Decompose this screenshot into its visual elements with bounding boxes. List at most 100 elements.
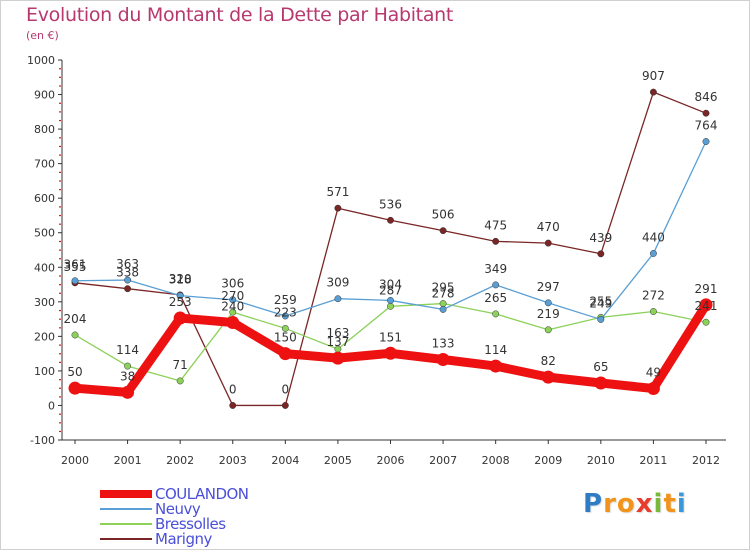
- data-label-bressolles: 287: [379, 283, 402, 297]
- series-point-marigny: [439, 227, 447, 235]
- data-label-neuvy: 440: [642, 230, 665, 244]
- data-label-bressolles: 295: [432, 281, 455, 295]
- y-tick-label: 500: [34, 227, 55, 240]
- legend-label: COULANDON: [155, 485, 249, 503]
- y-minor-tick: [59, 137, 61, 139]
- y-tick-label: -100: [30, 434, 55, 447]
- series-point-bressolles: [229, 308, 237, 316]
- data-label-bressolles: 219: [537, 307, 560, 321]
- series-point-bressolles: [124, 362, 132, 370]
- series-point-neuvy: [649, 250, 657, 257]
- legend-swatch: [100, 523, 152, 525]
- data-label-coulandon: 150: [274, 331, 297, 345]
- data-label-marigny: 439: [589, 231, 612, 245]
- series-point-coulandon: [646, 382, 660, 396]
- y-minor-tick: [59, 275, 61, 277]
- series-point-coulandon: [278, 347, 292, 361]
- x-tick-label: 2004: [271, 454, 299, 467]
- y-minor-tick: [59, 413, 61, 415]
- series-point-coulandon: [594, 376, 608, 390]
- series-point-coulandon: [384, 346, 397, 360]
- data-label-neuvy: 304: [379, 277, 402, 291]
- y-minor-tick: [59, 76, 61, 78]
- series-point-neuvy: [492, 281, 500, 289]
- y-minor-tick: [59, 119, 61, 122]
- y-minor-tick: [59, 180, 61, 182]
- series-point-marigny: [334, 204, 342, 212]
- y-tick-label: 200: [34, 330, 55, 343]
- y-tick-label: 0: [48, 399, 55, 412]
- series-point-marigny: [229, 402, 237, 409]
- x-tick-label: 2012: [692, 454, 720, 467]
- series-point-bressolles: [281, 324, 289, 332]
- series-point-coulandon: [68, 381, 82, 395]
- data-label-coulandon: 114: [484, 343, 507, 357]
- data-label-bressolles: 241: [695, 299, 718, 313]
- series-point-neuvy: [597, 315, 605, 323]
- chart-series: [68, 88, 713, 409]
- data-label-neuvy: 306: [221, 277, 244, 291]
- series-point-bressolles: [176, 377, 184, 385]
- chart-data-labels: 50 38 253 240 150 137 151 133 114 82 65 49 291 361 363…: [64, 69, 718, 396]
- series-point-coulandon: [226, 316, 240, 330]
- chart-axes: -100010020030040050060070080090010002000…: [27, 54, 726, 467]
- data-label-coulandon: 151: [379, 330, 402, 344]
- logo-letter: x: [635, 489, 654, 519]
- series-point-neuvy: [544, 299, 552, 307]
- y-minor-tick: [59, 111, 61, 113]
- data-label-bressolles: 204: [64, 312, 87, 326]
- data-label-marigny: 355: [64, 260, 87, 274]
- data-label-marigny: 846: [695, 90, 718, 104]
- data-label-neuvy: 361: [64, 258, 87, 272]
- y-minor-tick: [59, 430, 61, 433]
- series-point-coulandon: [173, 311, 187, 325]
- data-label-marigny: 0: [229, 382, 237, 396]
- x-tick-label: 2008: [482, 454, 510, 467]
- x-tick-label: 2003: [219, 454, 247, 467]
- data-label-bressolles: 270: [221, 289, 244, 303]
- data-label-marigny: 0: [282, 382, 290, 396]
- data-label-coulandon: 240: [221, 300, 244, 314]
- series-point-neuvy: [334, 295, 342, 303]
- logo-letter: i: [676, 489, 687, 519]
- y-minor-tick: [59, 240, 61, 243]
- y-minor-tick: [59, 214, 61, 217]
- y-minor-tick: [59, 327, 61, 329]
- series-point-bressolles: [702, 318, 710, 326]
- chart-title: Evolution du Montant de la Dette par Hab…: [26, 4, 454, 26]
- y-minor-tick: [59, 154, 61, 156]
- data-label-coulandon: 253: [169, 295, 192, 309]
- y-tick-label: 100: [34, 365, 55, 378]
- series-point-coulandon: [436, 353, 450, 367]
- y-minor-tick: [59, 249, 61, 251]
- series-point-bressolles: [544, 326, 552, 334]
- data-label-bressolles: 71: [173, 358, 188, 372]
- x-tick-label: 2005: [324, 454, 352, 467]
- series-point-marigny: [597, 250, 605, 258]
- legend-label: Bressolles: [155, 515, 226, 533]
- series-point-neuvy: [439, 305, 447, 313]
- y-tick-label: 300: [34, 296, 55, 309]
- logo-letter: t: [663, 489, 677, 519]
- data-label-coulandon: 50: [67, 365, 82, 379]
- data-label-marigny: 536: [379, 197, 402, 211]
- y-minor-tick: [59, 284, 61, 286]
- y-minor-tick: [59, 258, 61, 260]
- data-label-bressolles: 265: [484, 291, 507, 305]
- series-point-bressolles: [439, 300, 447, 307]
- data-label-coulandon: 49: [646, 366, 661, 380]
- series-point-bressolles: [649, 308, 657, 315]
- y-minor-tick: [59, 223, 61, 225]
- data-label-marigny: 571: [326, 185, 349, 199]
- series-point-marigny: [124, 285, 132, 293]
- series-point-neuvy: [229, 296, 237, 304]
- y-minor-tick: [59, 189, 61, 191]
- series-point-bressolles: [492, 310, 500, 318]
- y-minor-tick: [59, 396, 61, 398]
- data-label-coulandon: 82: [541, 354, 556, 368]
- y-minor-tick: [59, 422, 61, 424]
- series-point-marigny: [702, 109, 710, 117]
- data-label-neuvy: 318: [169, 273, 192, 287]
- y-minor-tick: [59, 102, 61, 104]
- y-minor-tick: [59, 318, 61, 320]
